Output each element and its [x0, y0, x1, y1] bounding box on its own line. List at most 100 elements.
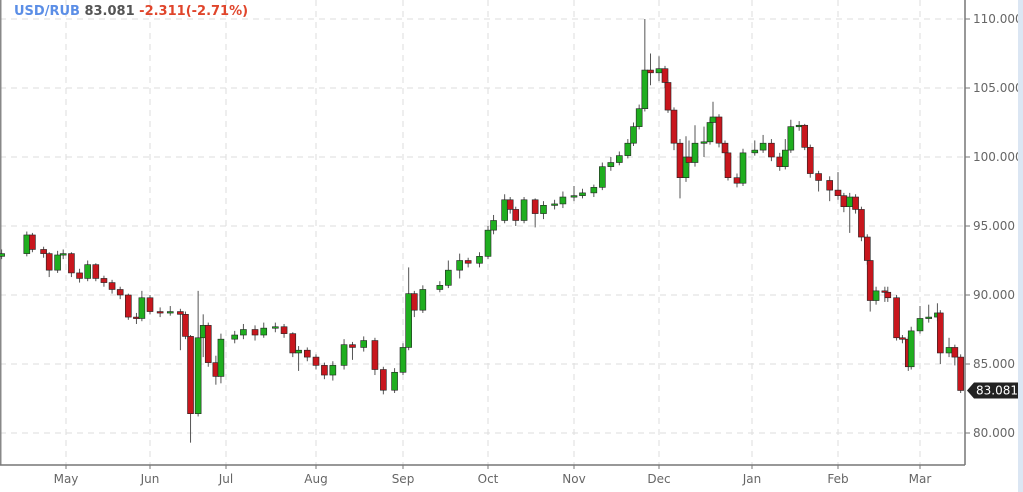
candle-up: [846, 196, 854, 207]
candle-down: [380, 369, 387, 391]
candle-down: [858, 209, 865, 238]
candle-up: [590, 187, 598, 194]
candle-up: [391, 371, 398, 391]
candle-down: [187, 336, 194, 414]
x-tick-label: Jan: [742, 472, 762, 486]
candle-up: [630, 126, 637, 144]
candle-up: [691, 142, 699, 163]
candle-up: [436, 285, 444, 290]
candle-up: [84, 264, 91, 279]
symbol-label: USD/RUB: [14, 4, 80, 19]
candle-down: [724, 152, 732, 179]
candle-up: [655, 68, 663, 74]
candle-up: [23, 234, 31, 254]
y-tick-label: 90.000: [973, 288, 1015, 302]
candle-up: [59, 253, 67, 256]
candle-up: [624, 142, 632, 156]
candle-down: [125, 294, 132, 318]
candle-up: [295, 349, 302, 354]
candle-down: [840, 195, 848, 207]
x-tick-label: Feb: [827, 472, 848, 486]
candle-up: [329, 365, 337, 376]
candle-up: [781, 149, 789, 167]
candle-down: [312, 356, 320, 366]
candle-down: [321, 365, 328, 376]
candle-up: [217, 338, 225, 377]
candle-up: [570, 195, 578, 198]
candle-up: [272, 326, 279, 329]
candle-up: [559, 196, 567, 205]
candle-up: [907, 330, 915, 368]
quote-header: USD/RUB 83.081 -2.311(-2.71%): [14, 4, 248, 19]
candle-up: [445, 269, 452, 286]
candle-up: [260, 327, 268, 336]
candle-down: [371, 340, 379, 370]
candle-down: [664, 82, 672, 111]
candle-down: [893, 297, 900, 339]
candle-down: [721, 142, 729, 154]
y-tick-label: 80.000: [973, 426, 1015, 440]
y-tick-label: 100.000: [973, 150, 1023, 164]
candle-up: [641, 69, 649, 109]
candle-down: [68, 253, 75, 274]
candle-up: [700, 141, 708, 144]
x-tick-label: Jul: [218, 472, 233, 486]
x-tick-label: Sep: [392, 472, 415, 486]
candle-down: [45, 253, 53, 271]
candle-up: [456, 260, 463, 271]
candle-down: [251, 329, 259, 336]
candle-up: [751, 149, 759, 154]
x-tick-label: Jun: [140, 472, 160, 486]
candle-down: [531, 199, 539, 214]
x-tick-label: Nov: [562, 472, 585, 486]
candle-down: [116, 289, 124, 296]
candle-down: [76, 272, 83, 279]
candle-down: [506, 199, 514, 210]
candle-up: [340, 344, 348, 366]
candle-down: [204, 325, 212, 363]
candle-down: [133, 316, 140, 319]
candle-down: [280, 326, 288, 334]
candle-up: [739, 152, 747, 184]
y-tick-label: 110.000: [973, 12, 1023, 26]
candle-up: [166, 311, 174, 314]
last-price: 83.081: [84, 4, 135, 19]
x-tick-label: Oct: [478, 472, 499, 486]
candle-down: [685, 156, 693, 163]
y-tick-label: 105.000: [973, 81, 1023, 95]
candle-down: [303, 349, 311, 358]
candle-down: [100, 278, 108, 283]
last-price-tag-label: 83.081: [976, 383, 1018, 397]
price-change: -2.311(-2.71%): [139, 4, 249, 19]
candle-up: [419, 289, 427, 311]
candle-down: [834, 189, 842, 196]
candle-up: [551, 203, 558, 206]
y-tick-label: 85.000: [973, 357, 1015, 371]
x-tick-label: Aug: [304, 472, 327, 486]
candle-up: [0, 253, 5, 257]
candle-down: [676, 142, 684, 178]
candle-down: [863, 236, 871, 261]
candle-up: [709, 116, 717, 123]
candle-up: [405, 293, 412, 348]
candle-up: [706, 122, 714, 143]
scrollbar[interactable]: [1018, 0, 1023, 492]
candle-down: [108, 282, 116, 290]
candle-up: [635, 108, 643, 127]
candle-down: [464, 260, 472, 264]
candle-down: [661, 68, 669, 83]
candle-up: [138, 297, 146, 319]
candle-down: [733, 177, 741, 184]
candle-down: [146, 297, 154, 312]
candle-down: [768, 142, 775, 158]
candle-down: [937, 312, 944, 354]
candle-up: [501, 199, 508, 221]
candle-down: [815, 173, 822, 181]
candle-up: [54, 254, 61, 271]
candle-up: [599, 166, 606, 188]
candle-down: [411, 293, 418, 311]
candle-down: [92, 264, 100, 279]
candle-down: [776, 156, 784, 167]
x-tick-label: Mar: [909, 472, 932, 486]
